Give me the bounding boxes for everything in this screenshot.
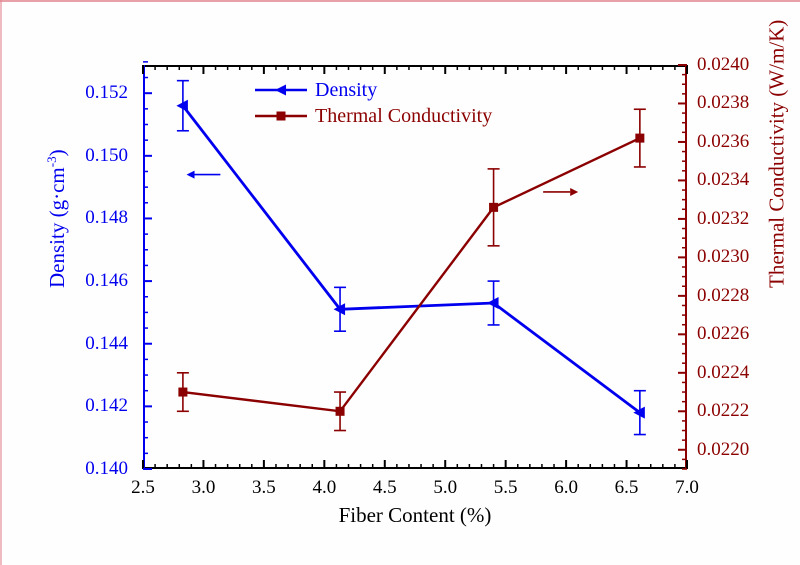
left-y-tick-label: 0.150 [85, 144, 128, 166]
left-axis-title-close: ) [45, 149, 69, 157]
legend-item-thermal-conductivity: Thermal Conductivity [255, 103, 492, 129]
left-axis-title-text: Density (g·cm [45, 167, 69, 288]
left-y-tick-label: 0.144 [85, 332, 128, 354]
thermal-conductivity-line-marker-icon [255, 109, 307, 123]
right-y-tick-label: 0.0238 [697, 92, 750, 114]
left-y-tick-label: 0.146 [85, 270, 128, 292]
x-tick-label: 3.0 [191, 477, 216, 498]
x-tick-label: 4.5 [372, 477, 397, 498]
x-tick-label: 2.5 [131, 477, 155, 498]
x-tick-label: 5.5 [493, 477, 518, 498]
right-y-tick-label: 0.0240 [697, 54, 750, 75]
x-tick-label: 6.0 [554, 477, 578, 498]
right-y-tick-label: 0.0232 [697, 207, 750, 229]
scan-artifact-top-line [0, 0, 800, 2]
right-y-tick-label: 0.0220 [697, 438, 750, 460]
legend-label-thermal-conductivity: Thermal Conductivity [315, 105, 493, 127]
legend-item-density: Density [255, 77, 492, 103]
legend: Density Thermal Conductivity [255, 77, 492, 129]
right-y-tick-label: 0.0222 [697, 400, 750, 422]
left-y-tick-label: 0.152 [85, 82, 128, 104]
right-y-tick-label: 0.0226 [697, 323, 750, 345]
plot-area [142, 61, 688, 470]
right-y-tick-label: 0.0230 [697, 246, 750, 268]
x-tick-label: 4.0 [312, 477, 337, 498]
right-y-tick-label: 0.0228 [697, 284, 750, 306]
right-y-tick-label: 0.0236 [697, 130, 750, 152]
left-axis-title-superscript: -3 [44, 156, 59, 168]
right-y-tick-label: 0.0224 [697, 361, 750, 383]
x-tick-label: 3.5 [252, 477, 276, 498]
density-line-marker-icon [255, 83, 307, 97]
x-tick-label: 5.0 [433, 477, 458, 498]
x-tick-label: 6.5 [614, 477, 639, 498]
right-y-tick-label: 0.0234 [697, 169, 750, 191]
left-y-tick-label: 0.148 [85, 207, 128, 229]
left-y-tick-label: 0.142 [85, 395, 128, 417]
x-tick-label: 7.0 [675, 477, 699, 498]
x-axis-title: Fiber Content (%) [338, 503, 492, 527]
scan-artifact-left-line [0, 0, 2, 565]
left-y-tick-label: 0.140 [85, 458, 128, 479]
legend-label-density: Density [315, 79, 378, 101]
